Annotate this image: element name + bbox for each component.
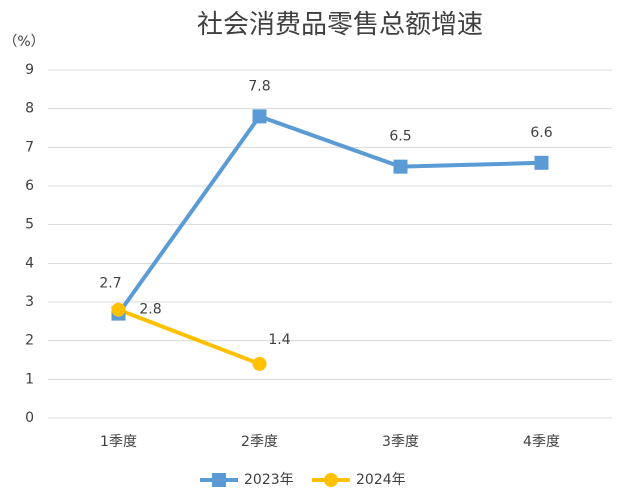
- data-label: 2.7: [99, 276, 121, 292]
- data-point: [252, 109, 267, 124]
- y-tick-label: 4: [25, 255, 34, 271]
- x-tick-label: 1季度: [100, 434, 137, 450]
- data-point: [252, 356, 267, 371]
- data-point: [393, 159, 408, 174]
- y-axis-unit: （%）: [3, 34, 44, 50]
- y-tick-label: 7: [25, 139, 34, 155]
- data-label: 6.5: [389, 129, 411, 145]
- y-tick-label: 6: [25, 178, 34, 194]
- chart-title: 社会消费品零售总额增速: [197, 10, 483, 40]
- data-label: 7.8: [248, 78, 270, 94]
- y-tick-label: 2: [25, 333, 34, 349]
- data-label: 1.4: [268, 332, 290, 348]
- x-tick-label: 3季度: [382, 434, 419, 450]
- x-tick-label: 2季度: [241, 434, 278, 450]
- x-tick-label: 4季度: [523, 434, 560, 450]
- legend-marker: [324, 473, 338, 487]
- legend-label: 2024年: [356, 472, 406, 488]
- series-line: [117, 307, 261, 366]
- y-tick-label: 0: [25, 410, 34, 426]
- y-tick-label: 9: [25, 62, 34, 78]
- data-point: [111, 302, 126, 317]
- data-point: [534, 155, 549, 170]
- y-tick-label: 3: [25, 294, 34, 310]
- data-label: 6.6: [530, 125, 552, 141]
- series-line: [116, 114, 542, 315]
- y-tick-label: 5: [25, 217, 34, 233]
- data-label: 2.8: [139, 302, 161, 318]
- y-tick-label: 1: [25, 371, 34, 387]
- legend-label: 2023年: [244, 472, 294, 488]
- legend-marker: [212, 473, 226, 487]
- y-tick-label: 8: [25, 101, 34, 117]
